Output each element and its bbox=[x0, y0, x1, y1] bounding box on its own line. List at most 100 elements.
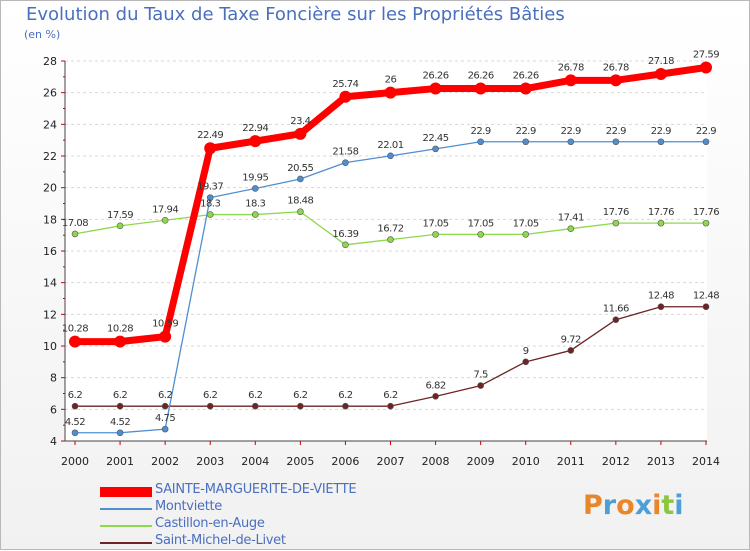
data-label: 18.3 bbox=[245, 199, 265, 210]
series-castillon-point bbox=[612, 219, 620, 227]
data-label: 17.59 bbox=[107, 210, 133, 221]
series-montviette-point bbox=[116, 429, 124, 437]
chart-title: Evolution du Taux de Taxe Foncière sur l… bbox=[26, 4, 565, 25]
legend-label: Montviette bbox=[155, 499, 223, 514]
data-label: 6.2 bbox=[338, 390, 353, 401]
data-label: 18.3 bbox=[200, 199, 220, 210]
series-saint-michel-point bbox=[387, 402, 394, 410]
data-label: 17.76 bbox=[693, 207, 719, 218]
series-castillon-point bbox=[342, 241, 349, 249]
y-tick-label: 24 bbox=[43, 118, 57, 131]
logo-letter: t bbox=[661, 490, 675, 521]
logo-letter: o bbox=[616, 490, 635, 521]
series-saint-michel-point bbox=[522, 358, 530, 366]
data-label: 22.9 bbox=[651, 126, 671, 137]
x-tick-label: 2005 bbox=[286, 455, 314, 468]
data-label: 17.05 bbox=[468, 218, 494, 229]
series-montviette-point bbox=[567, 138, 575, 146]
data-label: 17.08 bbox=[62, 218, 88, 229]
series-sainte-marguerite-point bbox=[204, 142, 217, 155]
series-castillon-point bbox=[297, 208, 304, 216]
data-label: 22.9 bbox=[516, 126, 536, 137]
data-label: 22.9 bbox=[606, 126, 626, 137]
data-label: 17.76 bbox=[603, 207, 629, 218]
series-montviette-point bbox=[477, 138, 484, 146]
series-saint-michel-point bbox=[206, 402, 214, 410]
series-castillon-point bbox=[387, 236, 394, 243]
series-montviette-point bbox=[612, 138, 620, 146]
series-sainte-marguerite-point bbox=[519, 82, 532, 95]
series-castillon-point bbox=[206, 211, 214, 218]
x-tick-label: 2001 bbox=[106, 455, 134, 468]
logo-letter: r bbox=[602, 490, 617, 521]
y-tick-label: 28 bbox=[43, 55, 57, 68]
series-castillon-point bbox=[657, 219, 665, 227]
series-saint-michel-point bbox=[116, 402, 124, 410]
y-tick-label: 18 bbox=[43, 213, 57, 226]
series-castillon-point bbox=[116, 222, 124, 230]
x-tick-label: 2013 bbox=[647, 455, 675, 468]
y-tick-label: 22 bbox=[43, 150, 57, 163]
series-sainte-marguerite-point bbox=[609, 74, 622, 87]
logo-letter: i bbox=[674, 490, 684, 521]
series-montviette-point bbox=[387, 152, 394, 160]
series-saint-michel-point bbox=[567, 347, 575, 354]
data-label: 22.9 bbox=[696, 126, 716, 137]
data-label: 25.74 bbox=[332, 79, 358, 90]
series-castillon-point bbox=[432, 231, 439, 238]
x-tick-label: 2002 bbox=[151, 455, 179, 468]
data-label: 22.45 bbox=[423, 133, 449, 144]
series-sainte-marguerite-point bbox=[339, 90, 352, 103]
y-tick-label: 14 bbox=[43, 277, 57, 290]
series-sainte-marguerite-point bbox=[159, 330, 172, 343]
series-montviette-point bbox=[657, 138, 665, 146]
data-label: 10.28 bbox=[62, 324, 88, 335]
series-saint-michel-point bbox=[432, 393, 439, 400]
data-label: 26.26 bbox=[423, 71, 449, 82]
line-chart: 4 6 8 10 12 14 16 18 20 22 24 26 28 2000 2001 2002 2003 2… bbox=[43, 49, 720, 468]
y-tick-label: 12 bbox=[43, 308, 57, 321]
series-sainte-marguerite-point bbox=[384, 86, 397, 99]
y-tick-label: 16 bbox=[43, 245, 57, 258]
series-castillon-point bbox=[522, 231, 530, 238]
x-tick-label: 2009 bbox=[467, 455, 495, 468]
y-tick-label: 26 bbox=[43, 87, 57, 100]
series-castillon-point bbox=[71, 230, 79, 238]
data-label: 22.01 bbox=[377, 140, 403, 151]
series-montviette-point bbox=[251, 185, 259, 192]
x-tick-label: 2011 bbox=[557, 455, 585, 468]
series-montviette-point bbox=[702, 138, 710, 146]
legend-label: Saint-Michel-de-Livet bbox=[155, 533, 286, 548]
data-label: 4.52 bbox=[65, 417, 85, 428]
series-castillon-point bbox=[702, 219, 710, 227]
data-label: 17.05 bbox=[513, 218, 539, 229]
legend-swatch bbox=[100, 525, 152, 527]
data-label: 7.5 bbox=[473, 370, 488, 381]
proxiti-logo: Proxiti bbox=[583, 490, 684, 521]
data-label: 6.2 bbox=[293, 390, 308, 401]
data-label: 17.05 bbox=[423, 218, 449, 229]
x-tick-label: 2000 bbox=[61, 455, 89, 468]
logo-letter: x bbox=[634, 490, 653, 521]
series-saint-michel-point bbox=[71, 402, 79, 410]
y-tick-label: 10 bbox=[43, 340, 57, 353]
data-label: 22.9 bbox=[561, 126, 581, 137]
data-label: 21.58 bbox=[332, 147, 358, 158]
series-sainte-marguerite-point bbox=[294, 127, 307, 140]
legend-swatch bbox=[100, 542, 152, 544]
series-montviette-point bbox=[522, 138, 530, 146]
data-label: 22.49 bbox=[197, 130, 223, 141]
legend-label: Castillon-en-Auge bbox=[155, 516, 265, 531]
y-tick-label: 20 bbox=[43, 182, 57, 195]
y-tick-label: 4 bbox=[50, 435, 57, 448]
data-label: 17.94 bbox=[152, 204, 178, 215]
data-label: 26.78 bbox=[603, 62, 629, 73]
x-tick-label: 2010 bbox=[512, 455, 540, 468]
data-label: 16.72 bbox=[377, 224, 403, 235]
series-montviette-point bbox=[206, 194, 214, 201]
x-tick-label: 2014 bbox=[692, 455, 720, 468]
x-tick-label: 2012 bbox=[602, 455, 630, 468]
series-montviette-point bbox=[161, 425, 169, 433]
data-label: 22.94 bbox=[242, 123, 268, 134]
series-saint-michel-point bbox=[612, 316, 620, 324]
